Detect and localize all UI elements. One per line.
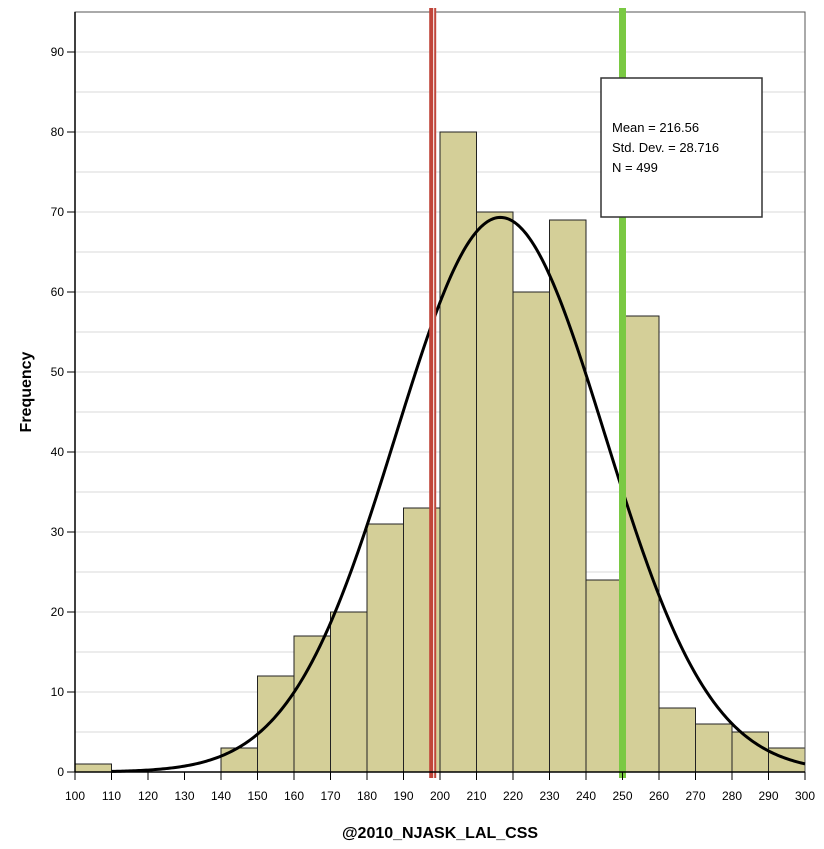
x-tick-label-130: 130: [174, 789, 194, 803]
x-tick-labels: 100 110 120 130 140 150 160 170 180 190 200 210 220 2…: [65, 772, 815, 803]
stat-mean: Mean = 216.56: [612, 120, 699, 135]
x-tick-label-250: 250: [612, 789, 632, 803]
stats-box: Mean = 216.56 Std. Dev. = 28.716 N = 499: [600, 77, 763, 218]
normal-curve: [111, 215, 806, 773]
y-tick-label-50: 50: [51, 365, 65, 379]
y-tick-labels: 0 10 20 30 40 50 60 70 80 90: [51, 45, 75, 779]
x-tick-label-220: 220: [503, 789, 523, 803]
stats-box-frame: [600, 77, 763, 218]
x-tick-label-240: 240: [576, 789, 596, 803]
bar-210-220: [476, 211, 514, 773]
x-tick-label-290: 290: [758, 789, 778, 803]
bar-200-210: [439, 131, 477, 773]
x-tick-label-280: 280: [722, 789, 742, 803]
stat-std-dev: Std. Dev. = 28.716: [612, 140, 719, 155]
bar-260-270: [658, 707, 696, 773]
y-tick-label-0: 0: [57, 765, 64, 779]
x-tick-label-190: 190: [393, 789, 413, 803]
x-tick-label-160: 160: [284, 789, 304, 803]
x-tick-label-230: 230: [539, 789, 559, 803]
bar-240-250: [585, 579, 623, 773]
x-tick-label-260: 260: [649, 789, 669, 803]
bar-160-170: [293, 635, 331, 773]
x-tick-label-180: 180: [357, 789, 377, 803]
y-tick-label-10: 10: [51, 685, 65, 699]
x-tick-label-210: 210: [466, 789, 486, 803]
x-tick-label-300: 300: [795, 789, 815, 803]
y-axis-title: Frequency: [18, 351, 35, 432]
x-tick-label-100: 100: [65, 789, 85, 803]
x-tick-label-140: 140: [211, 789, 231, 803]
y-tick-label-30: 30: [51, 525, 65, 539]
bar-170-180: [330, 611, 368, 773]
y-tick-label-80: 80: [51, 125, 65, 139]
x-tick-label-110: 110: [102, 789, 121, 803]
y-tick-label-70: 70: [51, 205, 65, 219]
bar-230-240: [549, 219, 587, 773]
bar-150-160: [257, 675, 295, 773]
stat-n: N = 499: [612, 160, 658, 175]
bar-100-110: [74, 763, 112, 773]
y-tick-label-40: 40: [51, 445, 65, 459]
x-tick-label-170: 170: [320, 789, 340, 803]
y-tick-label-60: 60: [51, 285, 65, 299]
bar-220-230: [512, 291, 550, 773]
bar-140-150: [220, 747, 258, 773]
y-tick-label-20: 20: [51, 605, 65, 619]
bar-270-280: [695, 723, 733, 773]
bar-180-190: [366, 523, 404, 773]
x-tick-label-200: 200: [430, 789, 450, 803]
x-tick-label-270: 270: [685, 789, 705, 803]
x-tick-label-120: 120: [138, 789, 158, 803]
x-axis-title: @2010_NJASK_LAL_CSS: [342, 825, 538, 842]
y-tick-label-90: 90: [51, 45, 65, 59]
bar-280-290: [731, 731, 769, 773]
x-tick-label-150: 150: [247, 789, 267, 803]
